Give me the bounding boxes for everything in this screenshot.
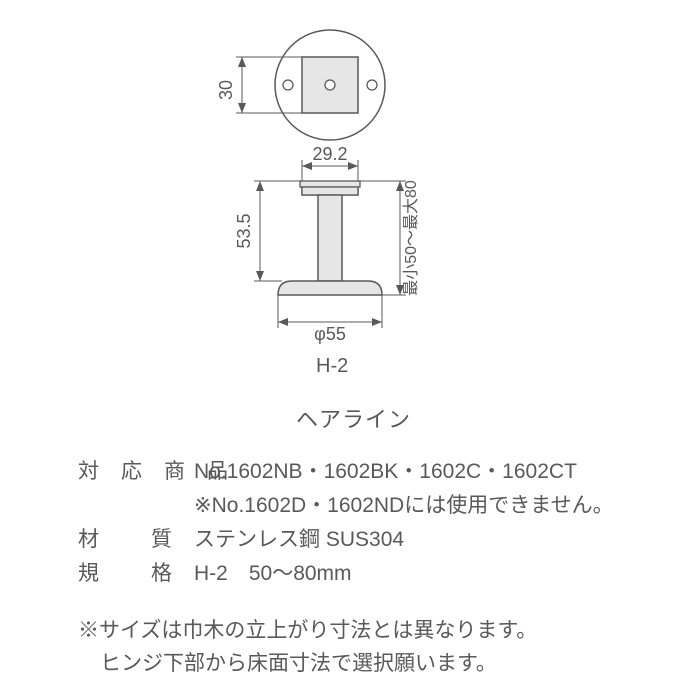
spec-value-standard: H-2 50～80mm [194,557,352,591]
spec-products-note: ※No.1602D・1602NDには使用できません。 [78,489,614,523]
spec-label-standard: 規格 [78,557,194,591]
dim-53-5: 53.5 [234,213,254,248]
dim-29-2: 29.2 [312,144,347,164]
spec-label-products: 対応商品 [78,455,194,489]
footnote: ※サイズは巾木の立上がり寸法とは異なります。 ヒンジ下部から床面寸法で選択願いま… [78,615,537,680]
footnote-line2: ヒンジ下部から床面寸法で選択願います。 [78,648,537,681]
spec-table: 対応商品 No.1602NB・1602BK・1602C・1602CT ※No.1… [78,455,614,591]
spec-value-products: No.1602NB・1602BK・1602C・1602CT [194,455,577,489]
spec-label-material: 材質 [78,523,194,557]
model-label: H-2 [316,355,348,378]
footnote-line1: ※サイズは巾木の立上がり寸法とは異なります。 [78,615,537,648]
dim-30: 30 [216,80,236,100]
top-view: 30 [216,30,385,140]
dim-phi55: φ55 [314,324,346,344]
spec-value-material: ステンレス鋼 SUS304 [194,523,404,557]
dim-range: 最小50～最大80 [402,180,420,296]
side-view: 29.2 53.5 φ55 最小50～最大80 [234,144,420,344]
finish-label: ヘアライン [296,402,411,434]
technical-diagram: 30 29.2 5 [0,0,700,400]
